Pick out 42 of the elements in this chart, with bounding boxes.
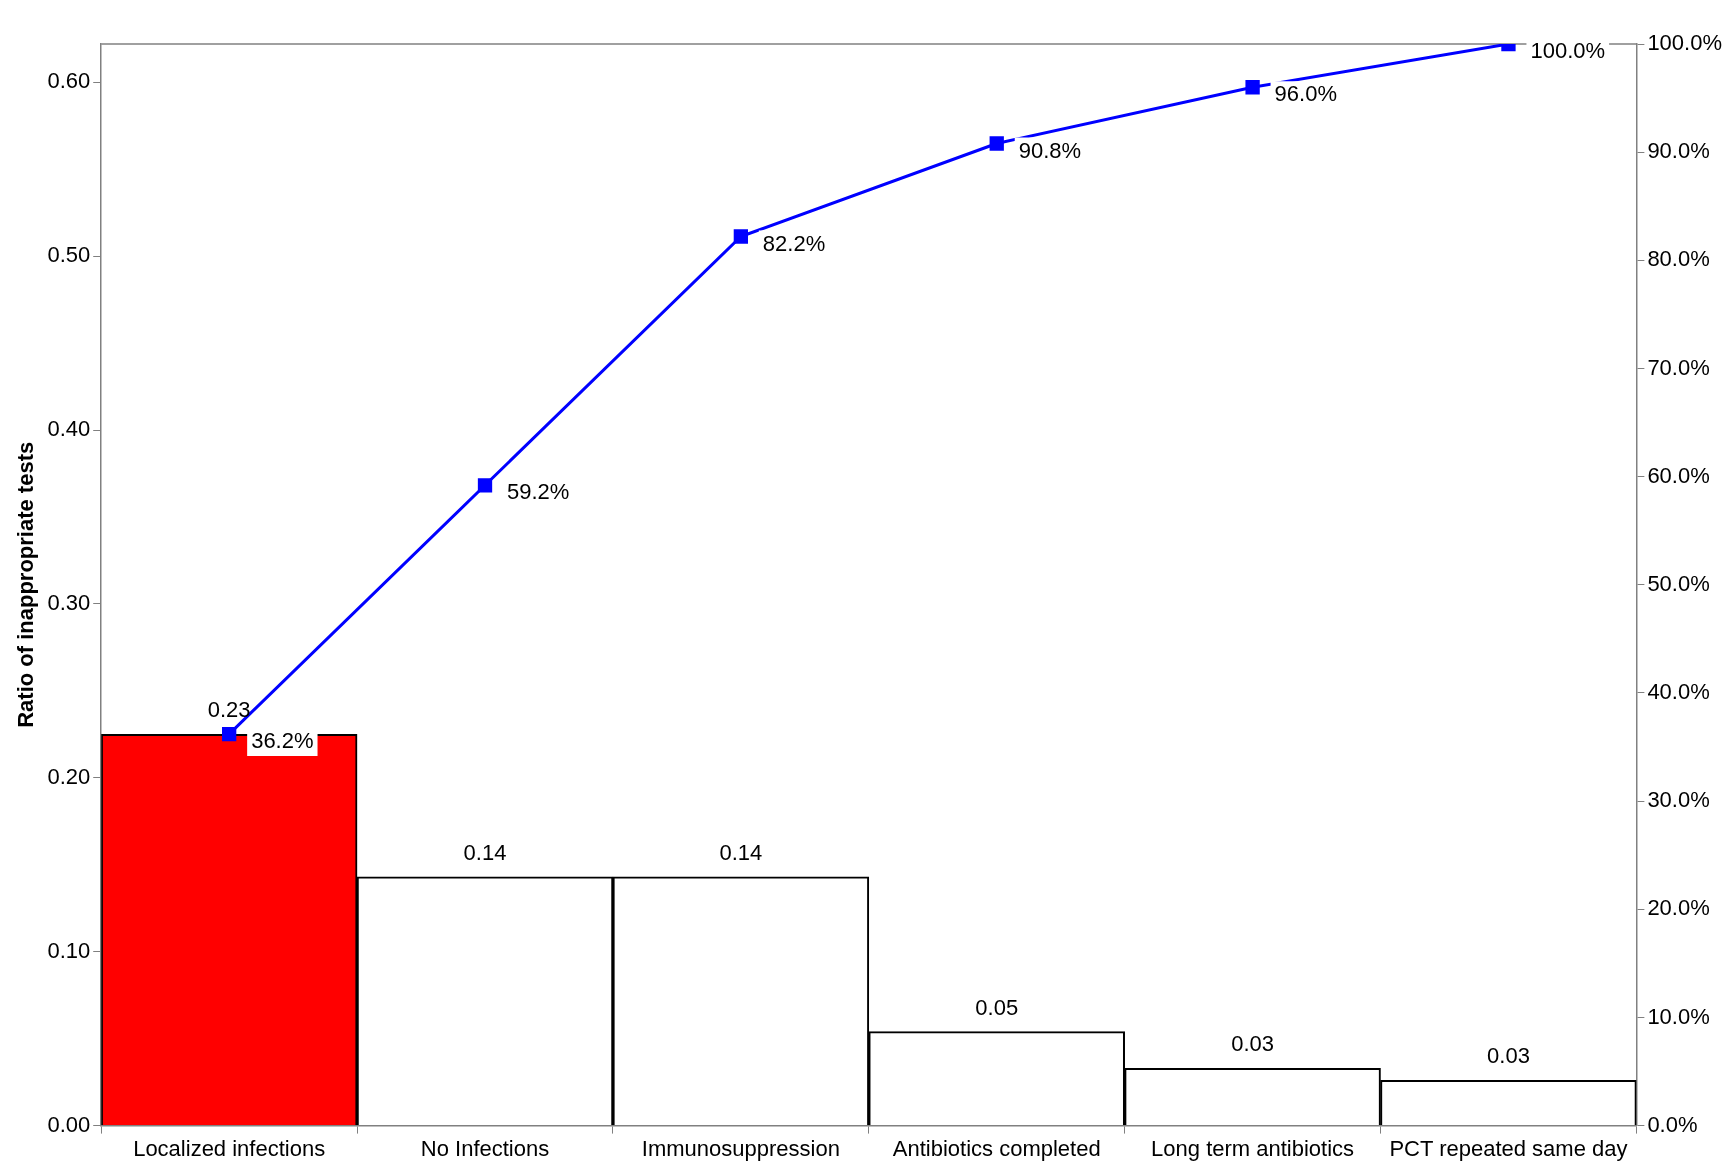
y-tick-label: 0.60 <box>47 68 91 94</box>
y2-tick-label: 60.0% <box>1647 462 1710 488</box>
y2-tick-label: 80.0% <box>1647 246 1710 272</box>
y-tick-label: 0.40 <box>47 416 91 442</box>
data-label: 0.05 <box>975 994 1019 1020</box>
data-label: 36.2% <box>251 728 314 754</box>
data-label: 96.0% <box>1274 81 1337 107</box>
point <box>221 726 237 742</box>
y2-tick-label: 50.0% <box>1647 570 1710 596</box>
data-label: 0.03 <box>1231 1031 1275 1057</box>
y2-tick-label: 100.0% <box>1647 30 1723 56</box>
y-tick-label: 0.50 <box>47 242 91 268</box>
x-tick-label: No Infections <box>420 1135 550 1161</box>
data-label: 100.0% <box>1530 38 1606 64</box>
x-tick-label: Antibiotics completed <box>892 1135 1101 1161</box>
x-tick-label: Long term antibiotics <box>1151 1135 1355 1161</box>
data-label: 0.14 <box>719 840 763 865</box>
y2-tick-label: 40.0% <box>1647 679 1710 705</box>
y-axis-title: Ratio of inappropriate tests <box>13 441 39 728</box>
x-tick-label: Localized infections <box>133 1135 326 1161</box>
y-tick-label: 0.00 <box>47 1111 91 1137</box>
point <box>477 478 493 493</box>
data-label: 59.2% <box>507 479 570 505</box>
y2-tick-label: 20.0% <box>1647 895 1710 921</box>
data-label: 0.23 <box>207 697 251 723</box>
y2-tick-label: 10.0% <box>1647 1003 1710 1029</box>
data-label: 0.14 <box>463 840 507 865</box>
y2-tick-label: 0.0% <box>1647 1111 1698 1137</box>
x-tick-label: Immunosuppression <box>641 1135 840 1161</box>
y-tick-label: 0.20 <box>47 763 91 789</box>
y2-tick-label: 30.0% <box>1647 787 1710 813</box>
y-tick-label: 0.10 <box>47 937 91 963</box>
point <box>989 136 1004 151</box>
point <box>733 229 749 244</box>
x-tick-label: PCT repeated same day <box>1389 1135 1628 1161</box>
data-label: 90.8% <box>1018 137 1082 163</box>
point <box>1245 80 1260 95</box>
data-label: 82.2% <box>762 230 826 256</box>
y2-tick-label: 90.0% <box>1647 138 1710 164</box>
y2-tick-label: 70.0% <box>1647 354 1710 380</box>
data-label: 0.03 <box>1487 1043 1530 1069</box>
y-tick-label: 0.30 <box>47 589 91 615</box>
